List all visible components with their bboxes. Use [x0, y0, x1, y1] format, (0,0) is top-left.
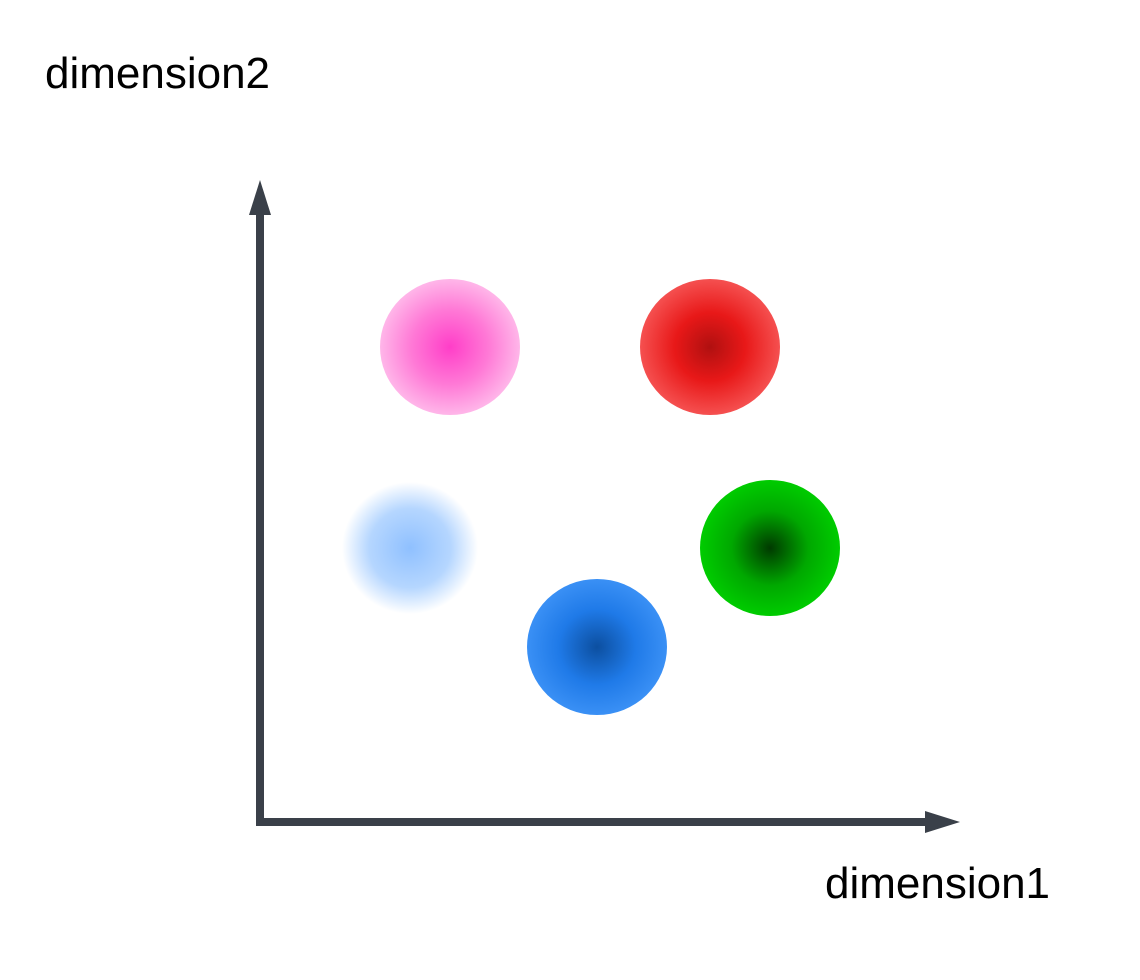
x-axis-arrow: [925, 811, 960, 833]
pink-cluster: [380, 279, 520, 415]
y-axis-arrow: [249, 180, 271, 215]
y-axis-label: dimension2: [45, 49, 270, 98]
light-blue-cluster: [342, 482, 478, 614]
x-axis-label: dimension1: [825, 859, 1050, 908]
green-cluster: [700, 480, 840, 616]
red-cluster: [640, 279, 780, 415]
blue-cluster: [527, 579, 667, 715]
